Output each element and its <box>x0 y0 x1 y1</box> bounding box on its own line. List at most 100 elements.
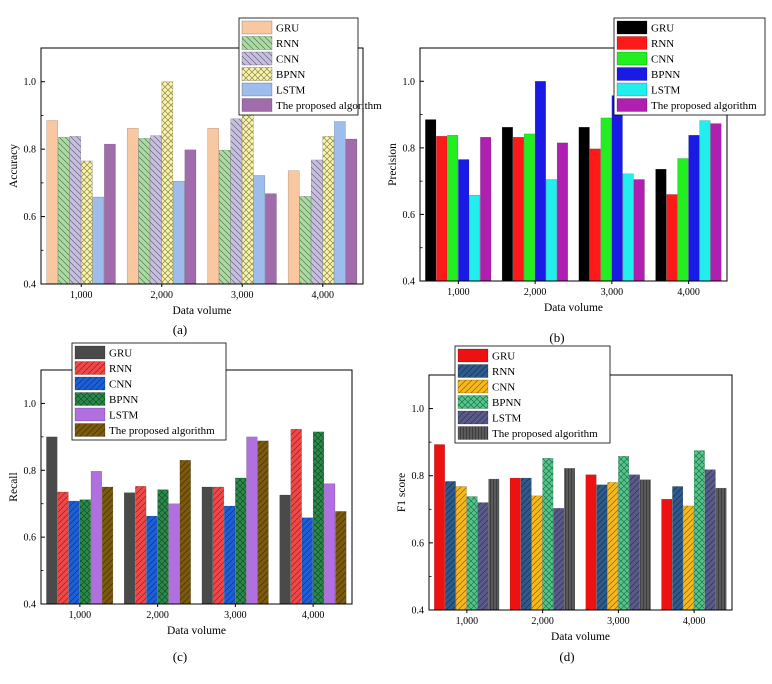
legend-swatch <box>241 98 273 112</box>
x-tick-label: 2,000 <box>524 287 547 298</box>
plot-frame <box>40 47 364 285</box>
legend: GRU RNN CNN BPNN LSTM The proposed algorithm <box>238 17 382 116</box>
bar-cnn-1,000 <box>447 135 459 282</box>
legend-entry: RNN <box>651 38 674 50</box>
bar-gru-3,000 <box>201 486 213 605</box>
bar-the-proposed-algorithm-1,000 <box>104 143 116 285</box>
bar-gru-4,000 <box>661 499 673 611</box>
chart-panel-c: 0.4 0.6 0.8 1.0 1,000 2,000 3,000 4,000 Data vol… <box>8 342 353 664</box>
x-axis-label: Data volume <box>172 305 231 317</box>
bar-gru-3,000 <box>585 474 597 611</box>
legend-entry: LSTM <box>651 85 681 97</box>
y-tick-label: 0.4 <box>24 600 37 611</box>
x-tick-label: 3,000 <box>601 287 624 298</box>
bar-the-proposed-algorithm-3,000 <box>265 193 277 285</box>
bar-cnn-1,000 <box>69 136 82 285</box>
bar-cnn-3,000 <box>600 117 612 282</box>
bar-cnn-3,000 <box>230 118 243 285</box>
legend-swatch <box>74 361 106 375</box>
legend-swatch <box>457 364 489 378</box>
plot-frame <box>419 47 728 282</box>
legend-entry: LSTM <box>492 413 522 425</box>
y-tick-label: 1.0 <box>24 399 37 410</box>
bar-lstm-3,000 <box>629 474 640 611</box>
legend-swatch <box>616 82 648 97</box>
legend-entry: GRU <box>492 351 515 363</box>
bar-lstm-4,000 <box>324 483 336 605</box>
x-tick-label: 1,000 <box>456 616 479 627</box>
bar-bpnn-1,000 <box>458 159 470 282</box>
legend-entry: RNN <box>109 363 132 375</box>
bar-cnn-2,000 <box>146 515 158 605</box>
legend-swatch <box>74 392 106 406</box>
y-axis-label: Accuracy <box>8 144 20 188</box>
y-tick-label: 0.8 <box>412 471 425 482</box>
bar-lstm-2,000 <box>168 503 180 605</box>
bar-the-proposed-algorithm-3,000 <box>633 179 645 282</box>
bar-rnn-4,000 <box>299 196 312 285</box>
chart-panel-d: 0.4 0.6 0.8 1.0 1,000 2,000 3,000 4,000 Data vol… <box>396 345 733 664</box>
legend-swatch <box>457 348 489 363</box>
bar-lstm-4,000 <box>704 469 716 611</box>
legend-entry: BPNN <box>109 394 138 406</box>
bar-the-proposed-algorithm-3,000 <box>257 440 269 605</box>
bar-lstm-2,000 <box>545 179 557 282</box>
legend-entry: GRU <box>109 348 132 360</box>
bar-rnn-3,000 <box>218 149 231 285</box>
legend-swatch <box>74 376 106 391</box>
bar-cnn-2,000 <box>150 135 162 285</box>
legend-entry: LSTM <box>276 85 306 97</box>
bar-rnn-2,000 <box>512 137 524 282</box>
bar-bpnn-3,000 <box>235 477 247 605</box>
bar-bpnn-1,000 <box>79 499 91 605</box>
y-tick-label: 0.6 <box>24 533 37 544</box>
bar-cnn-4,000 <box>311 159 323 285</box>
legend-swatch <box>457 410 489 425</box>
legend-entry: LSTM <box>109 410 139 422</box>
bar-cnn-2,000 <box>523 133 535 282</box>
legend-entry: GRU <box>651 23 674 35</box>
chart-panel-b: 0.4 0.6 0.8 1.0 1,000 2,000 3,000 4,000 Data vol… <box>387 17 766 345</box>
bar-lstm-2,000 <box>173 180 185 285</box>
legend-entry: The proposed algorithm <box>276 100 382 112</box>
bar-bpnn-4,000 <box>688 135 700 282</box>
bar-gru-4,000 <box>655 168 667 282</box>
legend-swatch <box>241 36 273 50</box>
legend-swatch <box>457 379 489 394</box>
bar-gru-1,000 <box>434 444 445 611</box>
bar-the-proposed-algorithm-4,000 <box>335 511 347 605</box>
bar-gru-4,000 <box>279 494 291 605</box>
legend-entry: CNN <box>109 379 132 391</box>
bar-bpnn-4,000 <box>312 431 325 605</box>
legend-entry: BPNN <box>492 397 521 409</box>
bar-lstm-4,000 <box>699 120 711 282</box>
legend-swatch <box>457 395 489 409</box>
legend-swatch <box>74 345 106 360</box>
legend-entry: RNN <box>276 38 299 50</box>
bar-gru-1,000 <box>425 119 437 282</box>
legend-entry: CNN <box>276 54 299 66</box>
bar-lstm-1,000 <box>469 194 481 282</box>
x-tick-label: 3,000 <box>231 290 254 301</box>
bar-the-proposed-algorithm-1,000 <box>101 486 114 605</box>
bar-the-proposed-algorithm-2,000 <box>564 468 576 611</box>
bar-bpnn-2,000 <box>157 489 169 605</box>
bar-lstm-1,000 <box>92 196 105 285</box>
bar-bpnn-1,000 <box>466 496 478 611</box>
legend-swatch <box>616 20 648 35</box>
y-tick-label: 0.6 <box>412 538 425 549</box>
bar-cnn-2,000 <box>531 495 543 611</box>
legend: GRU RNN CNN BPNN LSTM The proposed algorithm <box>613 17 766 116</box>
bar-bpnn-4,000 <box>322 136 335 285</box>
bar-bpnn-2,000 <box>534 81 546 282</box>
legend-entry: The proposed algorithm <box>109 425 215 437</box>
bar-rnn-1,000 <box>57 137 70 285</box>
legend-entry: GRU <box>276 23 299 35</box>
legend-entry: RNN <box>492 366 515 378</box>
y-tick-label: 0.6 <box>24 212 37 223</box>
legend-entry: CNN <box>651 54 674 66</box>
bar-gru-2,000 <box>509 477 521 611</box>
x-axis-label: Data volume <box>544 302 603 314</box>
legend-swatch <box>74 407 106 422</box>
